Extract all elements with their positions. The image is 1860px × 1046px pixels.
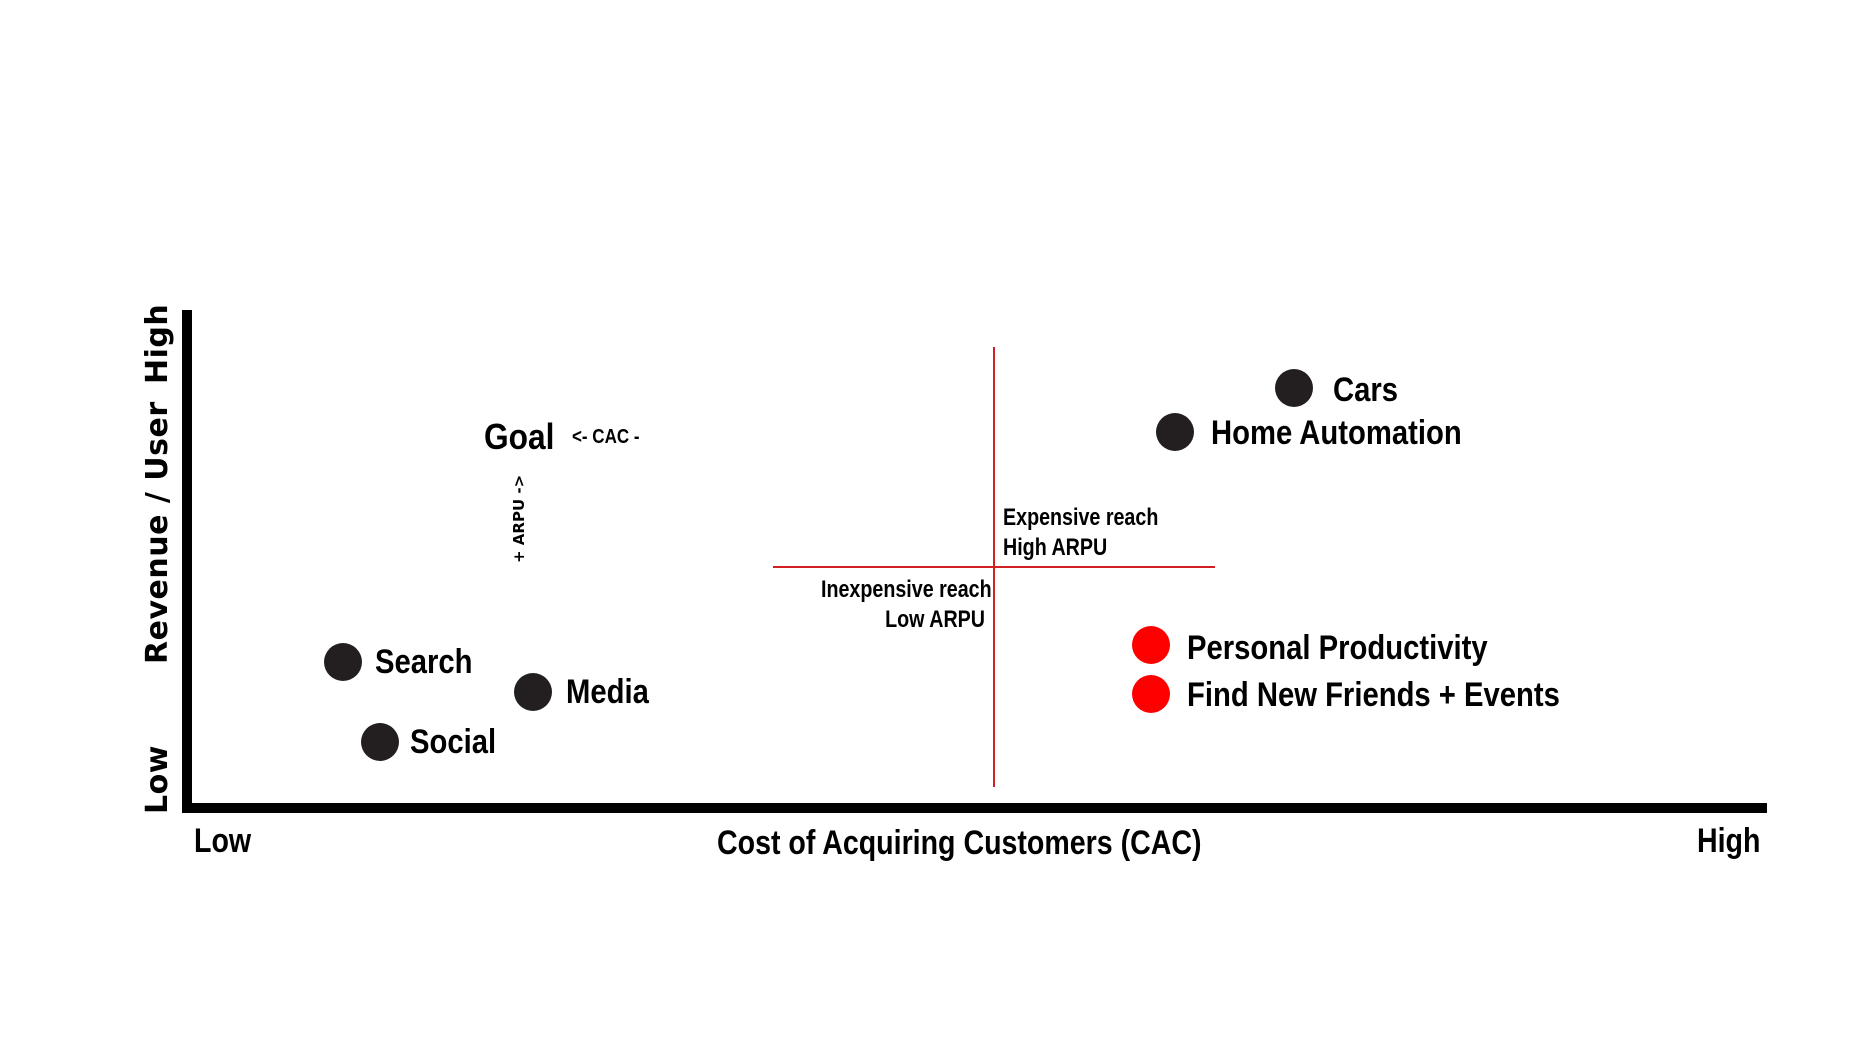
x-axis-title: Cost of Acquiring Customers (CAC) bbox=[717, 824, 1202, 862]
point-marker-cars bbox=[1275, 369, 1313, 407]
point-marker-find-new-friends bbox=[1132, 675, 1170, 713]
quadrant-line1: Expensive reach bbox=[1003, 504, 1159, 531]
x-axis-low-label: Low bbox=[194, 822, 252, 860]
point-marker-personal-productivity bbox=[1132, 626, 1170, 664]
point-label-cars: Cars bbox=[1333, 371, 1399, 409]
point-marker-social bbox=[361, 723, 399, 761]
point-label-social: Social bbox=[410, 723, 497, 761]
y-axis-title: Revenue / User bbox=[140, 401, 175, 664]
point-label-home-automation: Home Automation bbox=[1211, 414, 1462, 452]
quadrant-line2: High ARPU bbox=[1003, 534, 1108, 561]
x-axis-line bbox=[182, 803, 1767, 813]
quadrant-label-inexpensive: Inexpensive reach Low ARPU bbox=[821, 575, 992, 635]
quadrant-line1: Inexpensive reach bbox=[821, 576, 992, 603]
y-axis-high-label: High bbox=[140, 303, 175, 384]
point-label-find-new-friends: Find New Friends + Events bbox=[1187, 676, 1560, 714]
quadrant-line2: Low ARPU bbox=[885, 606, 985, 633]
x-axis-high-label: High bbox=[1697, 822, 1761, 860]
y-axis-line bbox=[182, 310, 192, 813]
goal-label: Goal bbox=[484, 416, 555, 457]
y-axis-low-label: Low bbox=[140, 745, 175, 814]
quadrant-label-expensive: Expensive reach High ARPU bbox=[1003, 503, 1158, 563]
point-label-search: Search bbox=[375, 643, 473, 681]
arpu-direction-hint: + ARPU -> bbox=[510, 474, 528, 563]
point-marker-media bbox=[514, 673, 552, 711]
point-label-personal-productivity: Personal Productivity bbox=[1187, 629, 1488, 667]
crosshair-horizontal bbox=[773, 566, 1215, 568]
point-label-media: Media bbox=[566, 673, 649, 711]
cac-direction-hint: <- CAC - bbox=[572, 426, 640, 448]
point-marker-search bbox=[324, 643, 362, 681]
point-marker-home-automation bbox=[1156, 413, 1194, 451]
